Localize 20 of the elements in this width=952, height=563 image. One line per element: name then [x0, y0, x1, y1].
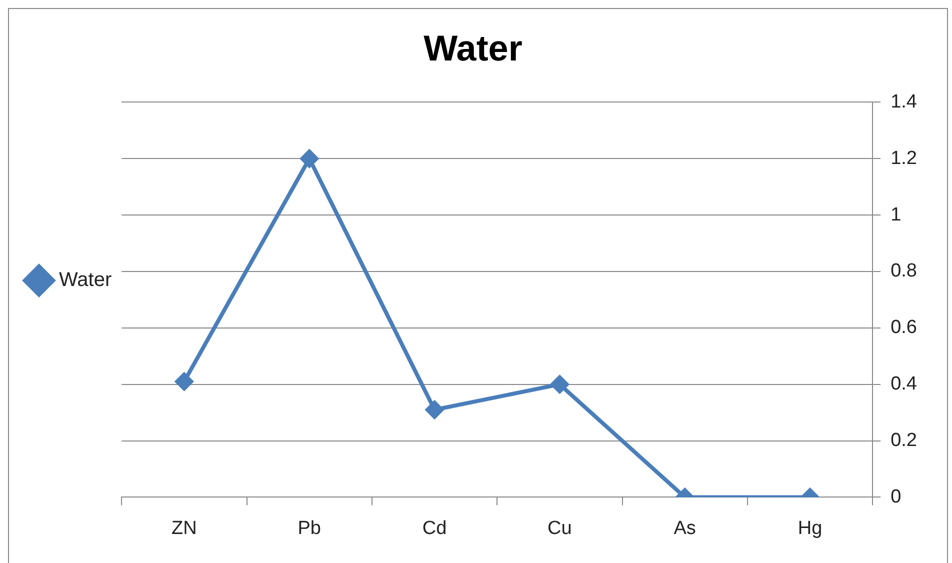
- point: [300, 150, 318, 168]
- y-tick-label: 0.8: [890, 260, 918, 282]
- x-tick-label: Cd: [422, 518, 447, 539]
- y-tick-label: 0: [890, 486, 902, 508]
- y-tick-label: 1.2: [890, 148, 918, 169]
- y-tick-label: 0.6: [890, 317, 918, 338]
- x-tick-label: Cu: [548, 518, 572, 539]
- x-tick-label: Hg: [798, 518, 822, 539]
- x-tick-label: Pb: [298, 518, 321, 539]
- y-tick-label: 1.4: [890, 91, 918, 112]
- point: [426, 400, 444, 419]
- y-tick-label: 0.2: [890, 430, 918, 452]
- y-tick-label: 0.4: [890, 374, 918, 395]
- point: [175, 372, 194, 391]
- x-tick-label: As: [674, 518, 696, 539]
- point: [550, 375, 569, 394]
- legend-label: Water: [59, 269, 112, 292]
- y-tick-label: 1: [890, 204, 902, 226]
- x-tick-label: ZN: [172, 518, 197, 539]
- chart-title: Water: [424, 28, 522, 69]
